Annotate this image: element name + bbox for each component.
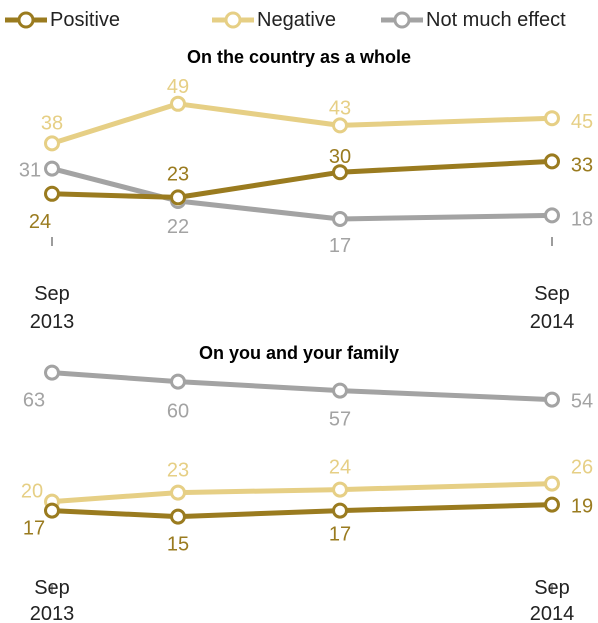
family-data-label-negative-0: 20 (21, 481, 43, 503)
country-x-tick-label-0-month: Sep (34, 283, 70, 305)
family-data-label-not-much-effect-1: 60 (167, 401, 189, 423)
legend-item-negative: Negative (211, 10, 336, 30)
family-x-tick-label-1-year: 2014 (530, 603, 575, 623)
family-point-negative-3 (544, 475, 560, 492)
country-data-label-not-much-effect-2: 17 (329, 235, 351, 257)
family-x-tick-label-0-month: Sep (34, 577, 70, 599)
country-data-label-positive-3: 33 (571, 154, 593, 176)
chart-title-family: On you and your family (198, 343, 400, 363)
family-point-positive-1 (170, 508, 186, 525)
country-data-label-negative-0: 38 (41, 112, 63, 134)
country-point-negative-1 (170, 95, 186, 112)
chart-title-country: On the country as a whole (186, 47, 412, 67)
country-data-label-positive-0: 24 (29, 211, 51, 233)
country-data-label-not-much-effect-3: 18 (571, 208, 593, 230)
country-point-not-much-effect-0 (44, 160, 60, 177)
country-point-not-much-effect-2 (332, 211, 348, 227)
country-point-negative-0 (44, 135, 60, 152)
country-data-label-negative-2: 43 (329, 97, 351, 119)
country-series-line-not-much-effect (49, 166, 555, 222)
country-data-label-not-much-effect-1: 22 (167, 216, 189, 238)
family-data-label-not-much-effect-2: 57 (329, 409, 351, 431)
country-point-negative-2 (332, 117, 348, 134)
family-data-label-positive-0: 17 (23, 518, 45, 540)
country-data-label-not-much-effect-0: 31 (19, 160, 41, 182)
legend-label-negative: Negative (257, 9, 336, 31)
family-data-label-positive-1: 15 (167, 534, 189, 556)
country-data-label-positive-2: 30 (329, 146, 351, 168)
legend-label-not-much-effect: Not much effect (426, 9, 566, 31)
family-point-not-much-effect-0 (44, 364, 60, 381)
country-series-line-positive (49, 158, 555, 200)
family-data-label-negative-2: 24 (329, 457, 351, 479)
legend-swatch-negative (212, 11, 254, 29)
country-x-tick-label-1-year: 2014 (530, 311, 575, 333)
country-point-positive-2 (332, 164, 348, 181)
legend-swatch-positive (5, 11, 47, 29)
legend-item-positive: Positive (4, 10, 120, 30)
family-point-positive-3 (544, 496, 560, 513)
family-data-label-positive-3: 19 (571, 496, 593, 518)
family-data-label-negative-1: 23 (167, 460, 189, 482)
country-data-label-negative-1: 49 (167, 76, 189, 98)
country-point-positive-3 (544, 153, 560, 170)
family-x-tick-label-1-month: Sep (534, 577, 570, 599)
family-data-label-negative-3: 26 (571, 457, 593, 479)
family-point-not-much-effect-1 (170, 373, 186, 390)
family-series-line-not-much-effect (49, 370, 555, 403)
family-x-tick-label-0-year: 2013 (30, 603, 75, 623)
country-x-tick-label-0-year: 2013 (30, 311, 75, 333)
family-point-negative-1 (170, 484, 186, 501)
family-point-positive-2 (332, 502, 348, 519)
family-point-not-much-effect-2 (332, 382, 348, 399)
country-data-label-negative-3: 45 (571, 111, 593, 133)
legend-swatch-not-much-effect (381, 11, 423, 29)
country-point-negative-3 (544, 110, 560, 127)
family-point-negative-2 (332, 481, 348, 498)
country-point-not-much-effect-3 (544, 207, 560, 224)
country-series-line-negative (49, 101, 555, 146)
country-point-positive-1 (170, 189, 186, 206)
family-point-not-much-effect-3 (544, 391, 560, 408)
legend: Positive Negative Not much effect (0, 4, 598, 36)
family-series-line-positive (49, 502, 555, 520)
family-series-line-negative (49, 481, 555, 505)
country-data-label-positive-1: 23 (167, 163, 189, 185)
country-x-tick-label-1-month: Sep (534, 283, 570, 305)
legend-label-positive: Positive (50, 9, 121, 31)
country-point-positive-0 (44, 185, 60, 202)
family-data-label-not-much-effect-3: 54 (571, 391, 593, 413)
legend-item-not-much-effect: Not much effect (380, 10, 566, 30)
family-data-label-not-much-effect-0: 63 (23, 390, 45, 412)
family-point-positive-0 (44, 502, 60, 519)
family-data-label-positive-2: 17 (329, 524, 351, 546)
